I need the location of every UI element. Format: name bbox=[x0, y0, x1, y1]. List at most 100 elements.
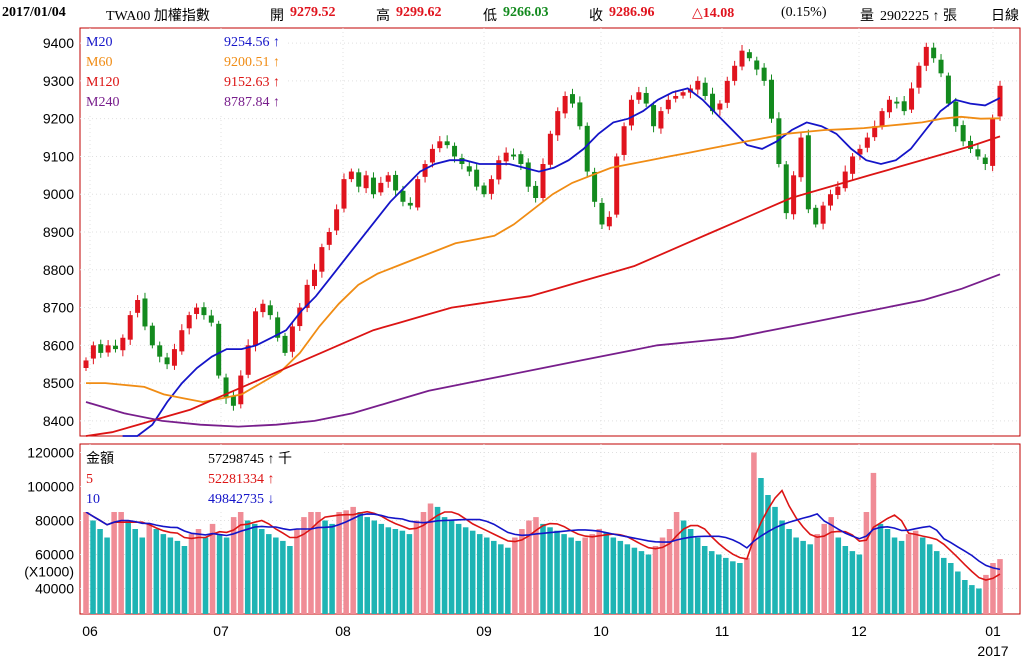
quote-date: 2017/01/04 bbox=[2, 5, 66, 20]
volume-bar bbox=[223, 537, 230, 614]
close-value: 9286.96 bbox=[609, 5, 655, 20]
volume-legend-name: 5 bbox=[86, 472, 93, 487]
candle-body bbox=[746, 52, 752, 59]
close-label: 收 bbox=[589, 9, 603, 24]
volume-bar bbox=[118, 512, 124, 614]
volume-bar bbox=[476, 534, 483, 614]
price-tick-label: 8900 bbox=[43, 224, 74, 240]
x-year-label: 2017 bbox=[977, 643, 1008, 659]
candle-body bbox=[452, 145, 458, 157]
volume-unit-label: (X1000) bbox=[24, 564, 74, 580]
volume-bar bbox=[870, 472, 877, 614]
legend-value-m240: 8787.84 ↑ bbox=[224, 95, 280, 110]
volume-tick-label: 80000 bbox=[35, 513, 74, 529]
volume-bar bbox=[744, 557, 750, 614]
ma-line-m60 bbox=[86, 115, 1001, 403]
candle-body bbox=[194, 307, 200, 314]
volume-bar bbox=[195, 529, 202, 614]
candle-body bbox=[348, 171, 354, 180]
candle-body bbox=[429, 148, 435, 163]
candle-body bbox=[400, 190, 406, 202]
candle-body bbox=[415, 179, 421, 208]
volume-bar bbox=[940, 557, 947, 614]
candle-body bbox=[997, 85, 1003, 117]
x-tick-label: 08 bbox=[335, 623, 351, 639]
volume-bar bbox=[244, 520, 251, 614]
legend-name-m240: M240 bbox=[86, 95, 119, 110]
volume-bar bbox=[610, 537, 617, 614]
candle-body bbox=[805, 135, 811, 210]
volume-bar bbox=[259, 529, 265, 614]
price-panel: 9400 9300 9200 9100 9000 8900 8800 8700 8600 8500… bbox=[43, 27, 1021, 437]
candle-body bbox=[289, 326, 295, 352]
price-tick-label: 9000 bbox=[43, 186, 74, 202]
candle-body bbox=[112, 345, 118, 350]
volume-bar bbox=[589, 534, 595, 614]
open-value: 9279.52 bbox=[290, 5, 336, 20]
candle-body bbox=[171, 349, 177, 366]
candle-body bbox=[201, 307, 207, 316]
candle-body bbox=[761, 67, 767, 81]
volume-bar bbox=[301, 517, 307, 614]
volume-bar bbox=[336, 512, 342, 614]
volume-legend: 金額 57298745 ↑ 千 5 52281334 ↑ 10 49842735 ↓ bbox=[82, 446, 322, 512]
candle-body bbox=[724, 80, 730, 103]
candle-body bbox=[90, 345, 96, 359]
volume-bar bbox=[505, 547, 511, 614]
candle-body bbox=[606, 216, 612, 227]
candle-body bbox=[230, 395, 236, 406]
candle-body bbox=[842, 171, 848, 189]
legend-value-m60: 9200.51 ↑ bbox=[224, 55, 280, 70]
volume-ma5-line bbox=[85, 489, 1001, 581]
volume-value: 2902225 ↑ 張 bbox=[880, 9, 957, 24]
volume-bar bbox=[392, 529, 399, 614]
volume-bar bbox=[434, 506, 441, 614]
candle-body bbox=[658, 111, 664, 129]
volume-bar bbox=[455, 523, 462, 614]
volume-bar bbox=[399, 530, 406, 614]
volume-bar bbox=[596, 529, 603, 614]
volume-bar bbox=[547, 527, 553, 614]
candle-body bbox=[208, 315, 214, 323]
x-tick-label: 01 bbox=[985, 623, 1001, 639]
volume-bar bbox=[294, 529, 300, 614]
candle-body bbox=[238, 375, 244, 405]
candle-body bbox=[562, 96, 568, 114]
volume-bar bbox=[153, 529, 160, 614]
candle-body bbox=[326, 232, 332, 245]
candle-body bbox=[783, 164, 789, 214]
candle-body bbox=[253, 311, 259, 346]
volume-bar bbox=[139, 537, 146, 614]
volume-bar bbox=[167, 537, 174, 614]
candle-body bbox=[488, 179, 494, 194]
candle-body bbox=[422, 164, 428, 177]
x-tick-label: 10 bbox=[593, 623, 609, 639]
candle-body bbox=[643, 92, 649, 104]
volume-legend-bg bbox=[82, 446, 322, 512]
volume-bar bbox=[603, 532, 610, 614]
low-value: 9266.03 bbox=[503, 5, 549, 20]
candle-body bbox=[511, 154, 517, 157]
price-tick-label: 9400 bbox=[43, 35, 74, 51]
volume-bar bbox=[919, 537, 926, 614]
candle-body bbox=[518, 154, 524, 164]
volume-bar bbox=[926, 544, 933, 614]
volume-bar bbox=[230, 517, 237, 614]
volume-bar bbox=[842, 546, 849, 614]
volume-bar bbox=[469, 530, 476, 614]
volume-bar bbox=[533, 517, 539, 614]
volume-bar bbox=[526, 520, 532, 614]
volume-bar bbox=[90, 520, 96, 614]
candle-body bbox=[474, 169, 480, 187]
candle-body bbox=[636, 92, 642, 100]
candle-body bbox=[813, 207, 819, 225]
candle-body bbox=[673, 96, 679, 99]
volume-bar bbox=[202, 537, 209, 614]
high-label: 高 bbox=[376, 9, 390, 24]
candle-body bbox=[481, 185, 487, 195]
volume-bar bbox=[216, 534, 223, 614]
candle-body bbox=[798, 137, 804, 178]
volume-bar bbox=[498, 544, 504, 614]
candle-body bbox=[149, 325, 155, 346]
x-tick-label: 11 bbox=[715, 623, 730, 639]
